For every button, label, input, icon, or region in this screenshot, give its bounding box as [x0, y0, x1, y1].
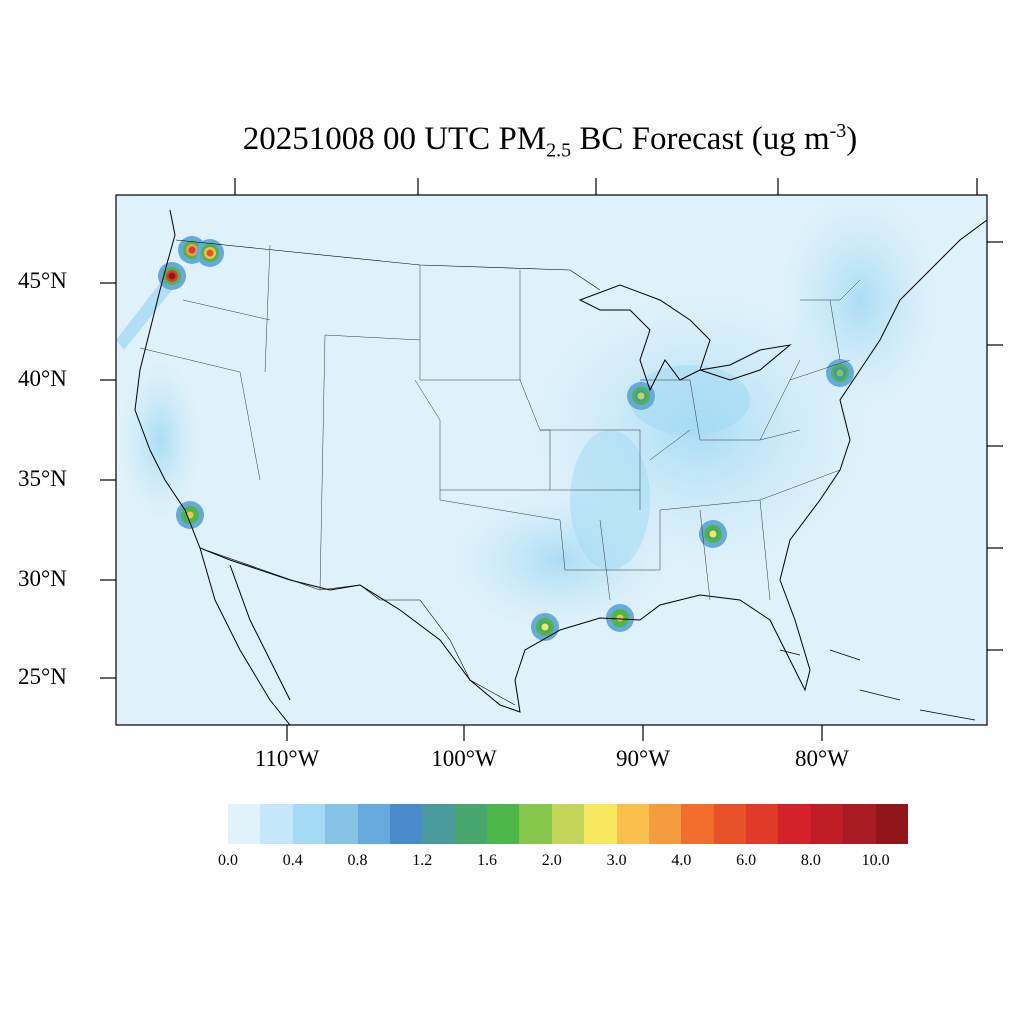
- colorbar-cell: [746, 804, 779, 844]
- hotspot-layer: [158, 236, 854, 641]
- colorbar-label: 1.2: [412, 852, 433, 869]
- colorbar-cell: [228, 804, 261, 844]
- baja-coast: [199, 547, 291, 725]
- hotspot-houston: [541, 623, 549, 631]
- state-borders: [139, 244, 861, 601]
- colorbar-cell: [681, 804, 714, 844]
- colorbar-cell: [843, 804, 876, 844]
- map-frame: [115, 194, 988, 726]
- lon-label-90w: 90°W: [616, 746, 670, 771]
- colorbar-cell: [616, 804, 649, 844]
- hotspot-idaho-fire: [206, 249, 214, 257]
- colorbar-cell: [357, 804, 390, 844]
- lon-label-80w: 80°W: [795, 746, 849, 771]
- us-coastline: [134, 209, 987, 713]
- colorbar-cell: [454, 804, 487, 844]
- colorbar-label: 10.0: [861, 852, 890, 869]
- lat-label-30n: 30°N: [18, 566, 67, 591]
- haze-northeast: [780, 195, 940, 410]
- haze-ohio-valley: [630, 365, 750, 435]
- colorbar-cell: [875, 804, 908, 844]
- hotspot-new-orleans: [616, 614, 624, 622]
- colorbar-label: 0.0: [218, 852, 238, 869]
- lat-label-25n: 25°N: [18, 664, 67, 689]
- smoke-plume-pacific: [116, 270, 180, 350]
- haze-california: [120, 360, 200, 520]
- colorbar-cell: [487, 804, 520, 844]
- florida-keys: [779, 649, 976, 721]
- hotspot-atlanta: [709, 530, 717, 538]
- hotspot-oregon-fire: [168, 272, 176, 280]
- colorbar-cell: [389, 804, 423, 844]
- colorbar-cell: [551, 804, 585, 844]
- lon-label-100w: 100°W: [431, 746, 497, 771]
- colorbar-label: 2.0: [541, 852, 562, 869]
- colorbar-cell: [713, 804, 746, 844]
- great-lakes: [578, 284, 792, 392]
- hotspot-washington-fire: [188, 246, 196, 254]
- hotspot-chicago: [637, 392, 645, 400]
- colorbar-cell: [260, 804, 293, 844]
- colorbar-cell: [648, 804, 682, 844]
- colorbar-label: 0.8: [347, 852, 368, 869]
- boundaries: [134, 209, 987, 725]
- lon-label-110w: 110°W: [254, 746, 320, 771]
- lat-label-45n: 45°N: [18, 268, 67, 293]
- canada-border: [175, 239, 601, 291]
- colorbar-cell: [422, 804, 455, 844]
- colorbar-label: 3.0: [606, 852, 627, 869]
- lat-label-35n: 35°N: [18, 466, 67, 491]
- colorbar-label: 4.0: [671, 852, 692, 869]
- colorbar-cell: [810, 804, 844, 844]
- colorbar-label: 8.0: [800, 852, 821, 869]
- lat-label-40n: 40°N: [18, 366, 67, 391]
- colorbar: [228, 804, 908, 844]
- frame-ticks: [100, 178, 1003, 741]
- concentration-field: [116, 195, 940, 630]
- chart-title: 20251008 00 UTC PM2.5 BC Forecast (ug m-…: [242, 120, 858, 162]
- colorbar-cell: [584, 804, 617, 844]
- haze-mississippi: [570, 430, 650, 570]
- colorbar-cell: [325, 804, 358, 844]
- colorbar-label: 1.6: [477, 852, 498, 869]
- colorbar-cell: [292, 804, 326, 844]
- colorbar-label: 6.0: [736, 852, 757, 869]
- colorbar-cell: [519, 804, 552, 844]
- mexico-border: [199, 547, 516, 706]
- hotspot-los-angeles: [186, 511, 194, 519]
- colorbar-label: 0.4: [282, 852, 303, 869]
- hotspot-new-york: [836, 369, 844, 377]
- colorbar-cell: [778, 804, 811, 844]
